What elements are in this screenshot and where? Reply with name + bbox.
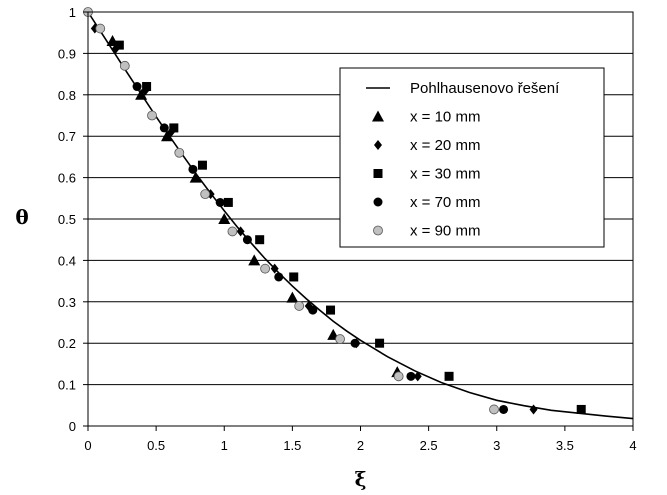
- y-tick-label: 0.9: [58, 46, 76, 61]
- x-tick-label: 2.5: [420, 438, 438, 453]
- series-4: [132, 82, 509, 414]
- data-point: [413, 371, 422, 382]
- data-point: [188, 164, 198, 174]
- data-point: [95, 23, 106, 34]
- data-point: [260, 263, 271, 274]
- legend-label: x = 70 mm: [410, 194, 480, 211]
- data-point: [294, 301, 305, 311]
- data-point: [174, 147, 185, 158]
- legend: Pohlhausenovo řešení x = 10 mm x = 20 mm x …: [339, 67, 605, 248]
- data-point: [223, 197, 233, 207]
- x-tick-label: 0: [84, 438, 91, 453]
- series-3: [114, 40, 586, 414]
- data-point: [576, 404, 586, 414]
- x-tick-label: 0.5: [147, 438, 165, 453]
- data-point: [393, 371, 404, 382]
- data-point: [215, 197, 225, 207]
- data-points: [83, 7, 586, 415]
- data-point: [529, 404, 538, 415]
- y-tick-label: 0.6: [58, 171, 76, 186]
- x-tick-label: 3.5: [556, 438, 574, 453]
- y-tick-label: 0.5: [58, 212, 76, 227]
- legend-symbol: [373, 169, 383, 178]
- y-tick-label: 0.8: [58, 88, 76, 103]
- x-tick-label: 1: [221, 438, 228, 453]
- data-point: [161, 130, 174, 142]
- data-point: [350, 338, 360, 348]
- data-point: [326, 305, 336, 315]
- data-point: [375, 338, 385, 348]
- x-tick-label: 3: [493, 438, 500, 453]
- x-tick-label: 2: [357, 438, 364, 453]
- legend-label: x = 20 mm: [410, 137, 480, 154]
- legend-symbol: [373, 225, 383, 236]
- series-5: [83, 7, 499, 415]
- legend-label: x = 30 mm: [410, 166, 480, 183]
- y-tick-label: 0.3: [58, 295, 76, 310]
- data-point: [499, 404, 509, 414]
- data-point: [119, 60, 130, 71]
- x-tick-label: 1.5: [283, 438, 301, 453]
- data-point: [286, 291, 299, 303]
- y-tick-label: 0: [69, 419, 76, 434]
- data-point: [255, 235, 265, 245]
- data-point: [274, 272, 284, 282]
- data-point: [197, 160, 207, 170]
- data-point: [135, 88, 148, 100]
- y-tick-label: 0.2: [58, 336, 76, 351]
- y-tick-label: 0.7: [58, 129, 76, 144]
- data-point: [489, 404, 499, 415]
- data-point: [236, 226, 245, 237]
- data-point: [308, 305, 318, 315]
- data-point: [227, 226, 238, 237]
- data-point: [444, 371, 454, 381]
- y-tick-label: 0.1: [58, 378, 76, 393]
- y-tick-label: 1: [69, 5, 76, 20]
- data-point: [189, 171, 202, 183]
- data-point: [242, 235, 252, 245]
- legend-label: x = 10 mm: [410, 109, 480, 126]
- data-point: [169, 123, 179, 133]
- data-point: [218, 213, 231, 224]
- data-point: [142, 82, 152, 92]
- data-point: [114, 40, 124, 50]
- y-axis-label: θ: [15, 205, 28, 229]
- data-point: [200, 189, 211, 200]
- legend-symbol: [372, 110, 384, 122]
- tick-labels: 0 0.1 0.2 0.3 0.4 0.5 0.6 0.7 0.8 0.9 1 0 0.5 1 1.5 2 2.…: [58, 5, 637, 453]
- data-point: [270, 263, 279, 274]
- legend-symbol: [373, 197, 383, 207]
- data-point: [289, 272, 299, 282]
- legend-label: x = 90 mm: [410, 223, 480, 240]
- legend-label: Pohlhausenovo řešení: [410, 80, 560, 97]
- data-point: [335, 334, 345, 344]
- data-point: [406, 371, 416, 381]
- data-point: [147, 110, 157, 121]
- y-tick-label: 0.4: [58, 253, 76, 268]
- data-point: [132, 82, 142, 92]
- data-point: [159, 123, 169, 133]
- legend-symbol: [374, 140, 382, 150]
- x-tick-label: 4: [629, 438, 636, 453]
- data-point: [248, 254, 261, 266]
- legend-box: [339, 67, 605, 248]
- x-axis-label: ξ: [355, 467, 367, 491]
